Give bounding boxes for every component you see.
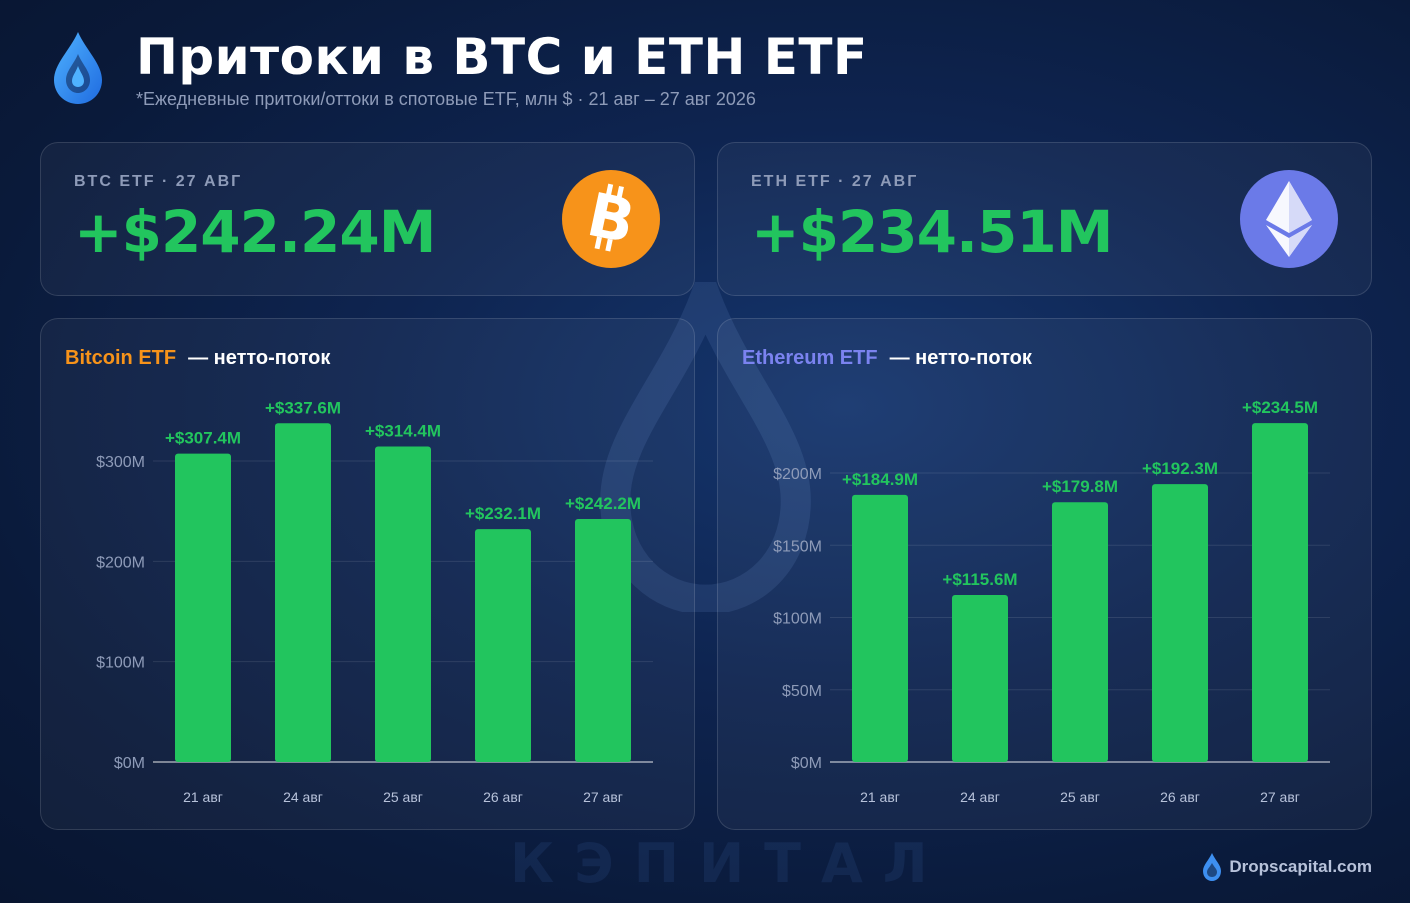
bar [1152, 484, 1208, 762]
kpi-label: ETH ETF · 27 АВГ [751, 173, 919, 190]
bar [1052, 502, 1108, 762]
watermark-text: КЭПИТАЛ [510, 832, 948, 895]
chart-card-btc: Bitcoin ETF — нетто-поток $0M $100M $200M $3… [40, 318, 695, 830]
bar [575, 518, 631, 762]
header: Притоки в BTC и ETH ETF *Ежедневные прит… [48, 28, 948, 118]
data-label: +$307.4M [165, 429, 241, 448]
y-tick-label: $0M [791, 755, 822, 772]
bar [375, 446, 431, 762]
bar [852, 494, 908, 762]
data-label: +$242.2M [565, 494, 641, 513]
kpi-card-eth: ETH ETF · 27 АВГ +$234.51M [717, 142, 1372, 296]
bar [952, 594, 1008, 762]
data-label: +$115.6M [942, 570, 1017, 589]
y-tick-label: $200M [773, 466, 822, 483]
water-drop-icon [1203, 853, 1222, 881]
footer-link[interactable]: Dropscapital.com [1229, 857, 1372, 876]
x-tick-label: 21 авг [860, 789, 900, 805]
page-title: Притоки в BTC и ETH ETF [136, 28, 868, 86]
y-tick-label: $200M [96, 554, 145, 571]
footer: Dropscapital.com [1201, 852, 1372, 884]
y-tick-label: $50M [782, 683, 822, 700]
data-label: +$184.9M [842, 470, 918, 489]
x-tick-label: 21 авг [183, 789, 223, 805]
y-tick-label: $0M [114, 755, 145, 772]
kpi-card-btc: BTC ETF · 27 АВГ +$242.24M B [40, 142, 695, 296]
watermark-drop-icon [600, 282, 811, 612]
x-tick-label: 25 авг [1060, 789, 1100, 805]
bar [475, 529, 531, 762]
data-label: +$192.3M [1142, 459, 1218, 478]
kpi-label: BTC ETF · 27 АВГ [74, 173, 243, 190]
chart-card-eth: Ethereum ETF — нетто-поток $0M $50M $100M $1… [717, 318, 1372, 830]
data-label: +$234.5M [1242, 398, 1318, 417]
x-tick-label: 27 авг [583, 789, 623, 805]
water-drop-icon [54, 32, 102, 104]
page-subtitle: *Ежедневные притоки/оттоки в спотовые ET… [136, 89, 756, 109]
ethereum-icon [1240, 170, 1338, 268]
kpi-value: +$234.51M [751, 198, 1113, 266]
x-tick-label: 25 авг [383, 789, 423, 805]
x-tick-label: 27 авг [1260, 789, 1300, 805]
y-tick-label: $150M [773, 538, 822, 555]
bitcoin-icon: B [562, 170, 660, 268]
data-label: +$232.1M [465, 504, 541, 523]
data-label: +$337.6M [265, 398, 341, 417]
bar [1252, 423, 1308, 762]
data-label: +$179.8M [1042, 477, 1118, 496]
chart-title-rest: — нетто-поток [188, 347, 331, 369]
eth-bar-chart: $0M $50M $100M $150M $200M +$184.9M 21 авг +$11… [773, 398, 1330, 805]
chart-title: Ethereum ETF — нетто-поток [742, 347, 1032, 370]
btc-bar-chart: $0M $100M $200M $300M +$307.4M 21 авг +$337.6M… [96, 398, 653, 805]
x-tick-label: 26 авг [1160, 789, 1200, 805]
y-tick-label: $100M [96, 655, 145, 672]
x-tick-label: 24 авг [283, 789, 323, 805]
chart-title: Bitcoin ETF — нетто-поток [65, 347, 330, 370]
y-tick-label: $100M [773, 611, 822, 628]
chart-title-accent: Ethereum ETF [742, 347, 878, 369]
bar [175, 453, 231, 762]
chart-title-rest: — нетто-поток [889, 347, 1032, 369]
kpi-value: +$242.24M [74, 198, 436, 266]
y-tick-label: $300M [96, 454, 145, 471]
x-tick-label: 24 авг [960, 789, 1000, 805]
bar [275, 423, 331, 762]
x-tick-label: 26 авг [483, 789, 523, 805]
data-label: +$314.4M [365, 422, 441, 441]
chart-title-accent: Bitcoin ETF [65, 347, 177, 369]
